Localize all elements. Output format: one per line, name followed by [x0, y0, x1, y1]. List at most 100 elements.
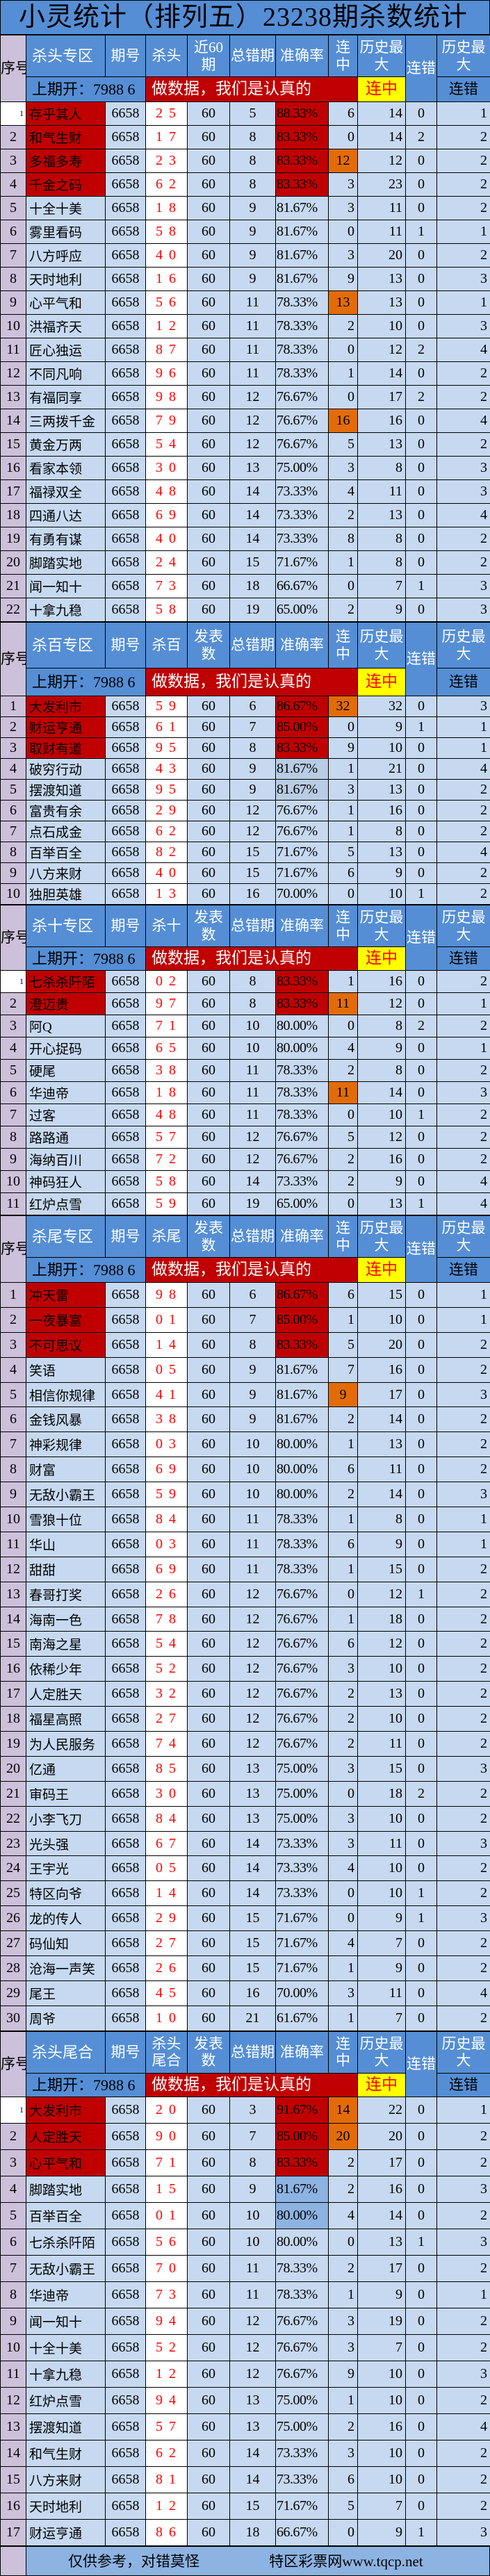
row-seq: 7	[1, 244, 26, 268]
predictor-name: 周爷	[26, 2005, 106, 2031]
errors-value: 12	[230, 1149, 276, 1171]
err-streak-value: 0	[406, 268, 437, 291]
predictor-name: 七杀杀阡陌	[26, 971, 106, 993]
accuracy-value: 75.00%	[276, 1806, 329, 1831]
hist-max-value: 8	[358, 821, 406, 842]
hist-max-err-value: 4	[437, 2413, 490, 2440]
kill-numbers: 3 8	[146, 1060, 188, 1082]
errors-value: 14	[230, 1171, 276, 1193]
row-seq: 9	[1, 291, 26, 315]
hist-max-err-value: 3	[437, 2361, 490, 2387]
err-streak-value: 0	[406, 738, 437, 759]
row-seq: 8	[1, 268, 26, 291]
err-streak-value: 0	[406, 1732, 437, 1757]
accuracy-value: 73.33%	[276, 1171, 329, 1193]
hist-max-err-value: 2	[437, 362, 490, 386]
hist-max-value: 13	[358, 1432, 406, 1457]
streak-value: 6	[329, 1632, 358, 1657]
row-seq: 6	[1, 220, 26, 244]
errors-value: 11	[230, 2281, 276, 2308]
kill-numbers: 6 2	[146, 2440, 188, 2466]
err-streak-value: 0	[406, 1171, 437, 1193]
accuracy-value: 75.00%	[276, 2387, 329, 2413]
errors-value: 14	[230, 480, 276, 504]
errors-value: 7	[230, 2123, 276, 2149]
hist-max-err-value: 3	[437, 1082, 490, 1104]
hist-max-err-value: 2	[437, 1632, 490, 1657]
errors-value: 11	[230, 291, 276, 315]
hist-max-value: 16	[358, 1357, 406, 1382]
accuracy-value: 78.33%	[276, 1557, 329, 1582]
hist-max-err-value: 2	[437, 1457, 490, 1482]
predictor-name: 财富	[26, 1457, 106, 1482]
errors-value: 8	[230, 126, 276, 149]
accuracy-value: 73.33%	[276, 1881, 329, 1906]
kill-numbers: 1 2	[146, 315, 188, 338]
hist-max-value: 8	[358, 457, 406, 480]
kill-numbers: 0 2	[146, 971, 188, 993]
kill-numbers: 1 7	[146, 126, 188, 149]
errors-value: 11	[230, 315, 276, 338]
accuracy-value: 81.67%	[276, 780, 329, 801]
period-value: 6658	[106, 197, 146, 220]
seq-header: 序号	[1, 35, 26, 102]
count-value: 60	[188, 338, 230, 362]
accuracy-value: 71.67%	[276, 2493, 329, 2519]
hist-max-value: 12	[358, 1582, 406, 1607]
predictor-name: 财运亨通	[26, 717, 106, 738]
row-seq: 13	[1, 2413, 26, 2440]
hist-max-err-value: 2	[437, 1682, 490, 1707]
err-streak-value: 0	[406, 480, 437, 504]
kill-numbers: 2 9	[146, 1906, 188, 1931]
accuracy-value: 71.67%	[276, 842, 329, 863]
zone-header: 杀头尾合	[26, 2031, 106, 2073]
err-streak-value: 0	[406, 971, 437, 993]
predictor-name: 不同凡响	[26, 362, 106, 386]
streak-value: 6	[329, 1457, 358, 1482]
predictor-name: 南海之星	[26, 1632, 106, 1657]
streak-value: 5	[329, 1332, 358, 1357]
kill-numbers: 6 2	[146, 173, 188, 197]
streak-value: 0	[329, 1015, 358, 1037]
kill-numbers: 5 9	[146, 1482, 188, 1507]
period-header: 期号	[106, 623, 146, 668]
row-seq: 4	[1, 1357, 26, 1382]
count-value: 60	[188, 2440, 230, 2466]
err-streak-value: 0	[406, 2202, 437, 2229]
accuracy-value: 78.33%	[276, 1532, 329, 1557]
hist-max-value: 13	[358, 1682, 406, 1707]
kill-numbers: 2 7	[146, 1931, 188, 1956]
streak-value: 1	[329, 1557, 358, 1582]
count-value: 60	[188, 1482, 230, 1507]
count-value: 60	[188, 1407, 230, 1432]
predictor-name: 看家本领	[26, 457, 106, 480]
period-value: 6658	[106, 1082, 146, 1104]
kill-numbers: 7 3	[146, 2281, 188, 2308]
period-value: 6658	[106, 2149, 146, 2176]
errors-value: 19	[230, 598, 276, 622]
hist-max-value: 10	[358, 884, 406, 905]
hist-max-err-value: 2	[437, 2005, 490, 2031]
err-streak-value: 0	[406, 1707, 437, 1732]
accuracy-value: 78.33%	[276, 2281, 329, 2308]
site-link[interactable]: 特区彩票网www.tqcp.net	[269, 2550, 423, 2571]
streak-value: 3	[329, 2440, 358, 2466]
period-value: 6658	[106, 1149, 146, 1171]
err-streak-value: 0	[406, 551, 437, 575]
err-streak-value: 0	[406, 527, 437, 551]
err-streak-value: 1	[406, 2229, 437, 2255]
kill-numbers: 8 5	[146, 1756, 188, 1781]
accuracy-header: 准确率	[276, 35, 329, 77]
hist-max-value: 12	[358, 338, 406, 362]
period-value: 6658	[106, 575, 146, 598]
accuracy-value: 76.67%	[276, 433, 329, 457]
count-value: 60	[188, 1756, 230, 1781]
err-streak-value: 0	[406, 2334, 437, 2361]
accuracy-value: 75.00%	[276, 457, 329, 480]
slogan-banner: 做数据，我们是认真的	[146, 668, 358, 696]
